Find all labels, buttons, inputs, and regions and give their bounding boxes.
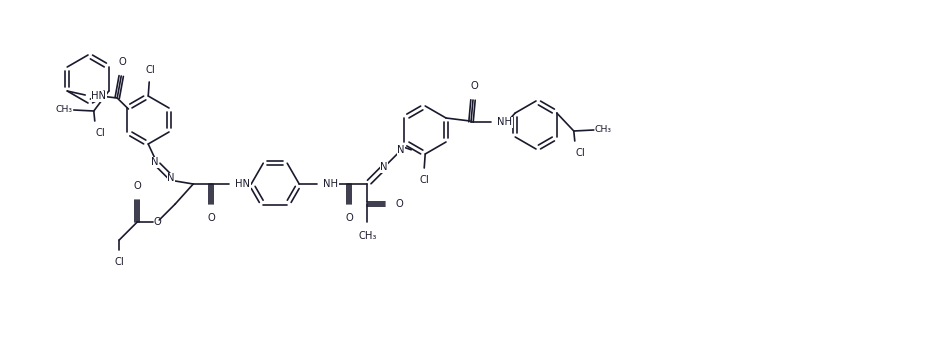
Text: O: O: [346, 213, 353, 223]
Text: O: O: [207, 213, 215, 223]
Text: N: N: [152, 157, 159, 167]
Text: CH₃: CH₃: [595, 125, 611, 134]
Text: O: O: [133, 181, 141, 191]
Text: Cl: Cl: [145, 65, 155, 75]
Text: O: O: [470, 81, 478, 91]
Text: HN: HN: [235, 179, 250, 189]
Text: CH₃: CH₃: [56, 105, 73, 114]
Text: HN: HN: [91, 91, 106, 101]
Text: Cl: Cl: [96, 128, 105, 138]
Text: N: N: [397, 145, 405, 155]
Text: O: O: [154, 217, 161, 227]
Text: Cl: Cl: [419, 175, 429, 185]
Text: N: N: [380, 162, 388, 172]
Text: Cl: Cl: [576, 148, 585, 158]
Text: O: O: [395, 199, 403, 209]
Text: CH₃: CH₃: [358, 231, 377, 241]
Text: NH: NH: [497, 117, 512, 127]
Text: N: N: [168, 173, 175, 183]
Text: NH: NH: [323, 179, 338, 189]
Text: O: O: [118, 57, 126, 67]
Text: Cl: Cl: [115, 257, 124, 267]
